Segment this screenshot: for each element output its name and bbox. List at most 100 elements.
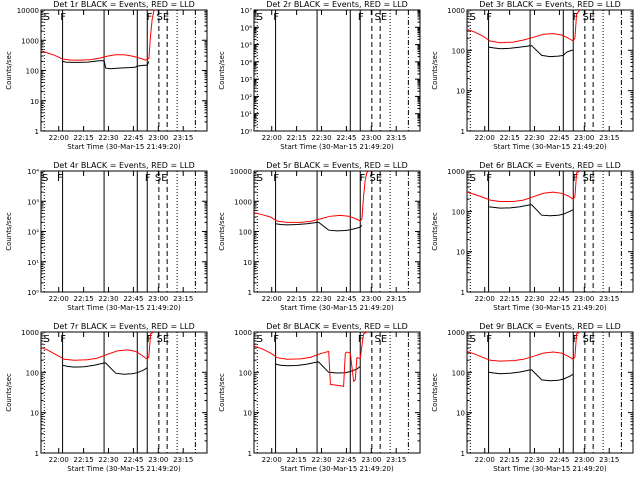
- x-tick-label: 22:15: [74, 134, 94, 142]
- marker-f: F: [486, 12, 492, 23]
- x-tick-label: 23:00: [361, 456, 381, 464]
- y-tick-label: 10²: [240, 93, 252, 101]
- marker-f: F: [573, 173, 579, 184]
- marker-f: F: [573, 334, 579, 345]
- series-events: [488, 45, 574, 58]
- x-tick-label: 23:15: [173, 134, 193, 142]
- x-tick-label: 22:30: [98, 456, 118, 464]
- x-axis-label: Start Time (30-Mar-15 21:49:20): [280, 304, 394, 312]
- x-axis-label: Start Time (30-Mar-15 21:49:20): [280, 143, 394, 151]
- y-axis-label: Counts/sec: [218, 212, 226, 251]
- series-events: [275, 361, 361, 374]
- panel-det-5: Det 5r BLACK = Events, RED = LLD 1 10 100 10…: [218, 161, 421, 312]
- y-tick-label: 10⁶: [240, 24, 252, 32]
- panel-det-8: Det 8r BLACK = Events, RED = LLD 1 10 100 10…: [218, 322, 421, 473]
- y-tick-label: 100: [452, 369, 465, 377]
- y-tick-label: 1000: [21, 329, 39, 337]
- x-axis-label: Start Time (30-Mar-15 21:49:20): [280, 465, 394, 473]
- y-axis-label: Counts/sec: [5, 212, 13, 251]
- x-tick-label: 22:45: [549, 295, 569, 303]
- marker-se: SE: [155, 173, 168, 184]
- x-tick-label: 23:00: [148, 295, 168, 303]
- x-tick-label: 23:15: [173, 295, 193, 303]
- y-tick-label: 100: [26, 369, 39, 377]
- y-tick-label: 1: [248, 289, 252, 297]
- series-events: [62, 60, 150, 70]
- x-tick-label: 22:15: [74, 295, 94, 303]
- marker-s: S: [257, 12, 263, 23]
- x-tick-label: 22:00: [475, 295, 495, 303]
- panel-title: Det 7r BLACK = Events, RED = LLD: [53, 322, 195, 331]
- panel-title: Det 1r BLACK = Events, RED = LLD: [53, 0, 195, 9]
- marker-s: S: [257, 173, 263, 184]
- marker-s: S: [470, 173, 476, 184]
- x-axis-label: Start Time (30-Mar-15 21:49:20): [493, 304, 607, 312]
- y-axis-label: Counts/sec: [431, 51, 439, 90]
- marker-se: SE: [370, 173, 383, 184]
- x-tick-label: 23:00: [574, 456, 594, 464]
- marker-s: S: [42, 173, 48, 184]
- marker-f: F: [60, 12, 66, 23]
- y-axis-label: Counts/sec: [5, 373, 13, 412]
- y-tick-label: 10⁴: [27, 168, 39, 176]
- marker-f: F: [573, 12, 579, 23]
- x-tick-label: 23:15: [386, 295, 406, 303]
- x-axis-label: Start Time (30-Mar-15 21:49:20): [67, 304, 181, 312]
- marker-f: F: [486, 173, 492, 184]
- y-tick-label: 10: [456, 249, 465, 257]
- y-tick-label: 1: [461, 289, 465, 297]
- x-tick-label: 22:00: [262, 456, 282, 464]
- y-tick-label: 1: [461, 450, 465, 458]
- x-tick-label: 22:00: [262, 134, 282, 142]
- x-tick-label: 22:45: [123, 134, 143, 142]
- panel-title: Det 3r BLACK = Events, RED = LLD: [479, 0, 621, 9]
- panel-det-3: Det 3r BLACK = Events, RED = LLD 1 10 100 10…: [431, 0, 634, 151]
- y-tick-label: 10000: [230, 168, 252, 176]
- y-tick-label: 10: [30, 410, 39, 418]
- panel-title: Det 2r BLACK = Events, RED = LLD: [266, 0, 408, 9]
- x-tick-label: 23:15: [386, 134, 406, 142]
- y-tick-label: 10: [30, 98, 39, 106]
- y-tick-label: 100: [239, 229, 252, 237]
- marker-s: S: [470, 12, 476, 23]
- plot-frame: [253, 331, 421, 454]
- series-lld: [466, 9, 581, 44]
- marker-s: S: [257, 334, 263, 345]
- plot-frame: [466, 9, 634, 132]
- y-tick-label: 10¹: [27, 259, 39, 267]
- marker-f: F: [273, 12, 279, 23]
- y-tick-label: 10⁰: [240, 128, 252, 136]
- x-tick-label: 22:30: [524, 456, 544, 464]
- y-tick-label: 1000: [447, 329, 465, 337]
- x-tick-label: 22:15: [500, 295, 520, 303]
- y-tick-label: 10³: [240, 76, 252, 84]
- series-lld: [40, 331, 155, 361]
- marker-f: F: [57, 173, 63, 184]
- x-tick-label: 22:15: [500, 134, 520, 142]
- marker-se: SE: [375, 12, 388, 23]
- x-tick-label: 23:00: [574, 134, 594, 142]
- x-tick-label: 22:45: [549, 456, 569, 464]
- x-tick-label: 23:00: [574, 295, 594, 303]
- marker-f: F: [273, 334, 279, 345]
- x-tick-label: 22:30: [98, 134, 118, 142]
- x-tick-label: 22:45: [123, 295, 143, 303]
- y-tick-label: 1: [35, 450, 39, 458]
- y-tick-label: 10⁵: [240, 42, 252, 50]
- x-tick-label: 23:00: [361, 134, 381, 142]
- series-events: [488, 204, 574, 217]
- x-tick-label: 23:15: [599, 456, 619, 464]
- series-lld: [253, 331, 368, 387]
- marker-f: F: [60, 334, 66, 345]
- y-tick-label: 1: [248, 450, 252, 458]
- panel-title: Det 8r BLACK = Events, RED = LLD: [266, 322, 408, 331]
- y-tick-label: 10⁷: [240, 7, 252, 15]
- marker-f: F: [360, 173, 366, 184]
- x-tick-label: 22:45: [336, 134, 356, 142]
- x-tick-label: 22:15: [287, 295, 307, 303]
- y-tick-label: 1000: [447, 7, 465, 15]
- marker-se: SE: [375, 334, 388, 345]
- x-tick-label: 22:00: [49, 295, 69, 303]
